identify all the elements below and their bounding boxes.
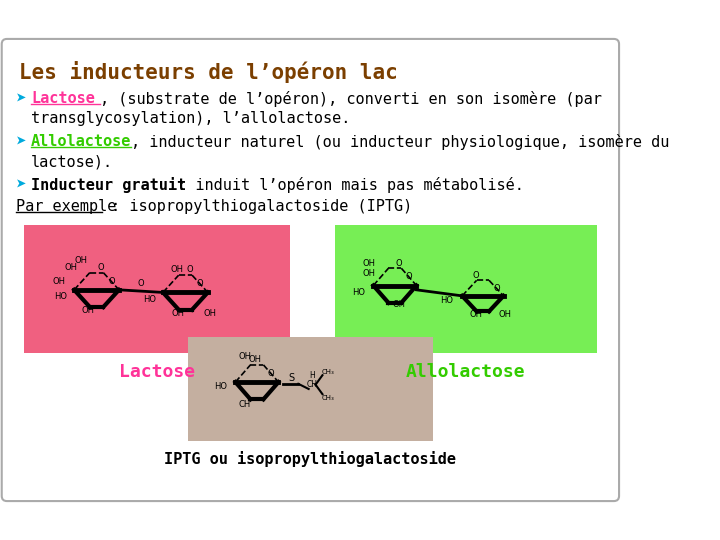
Text: HO: HO — [54, 292, 67, 301]
Text: ➤: ➤ — [16, 134, 27, 152]
Text: , inducteur naturel (ou inducteur physiologique, isomère du: , inducteur naturel (ou inducteur physio… — [131, 134, 670, 150]
Text: HO: HO — [215, 382, 228, 391]
Polygon shape — [74, 273, 119, 307]
Text: O: O — [197, 279, 204, 288]
Text: Allolactose: Allolactose — [31, 134, 132, 149]
Text: OH: OH — [363, 259, 376, 268]
Text: Allolactose: Allolactose — [406, 363, 526, 381]
Text: CH: CH — [239, 400, 251, 409]
Text: O: O — [186, 266, 193, 274]
Text: , (substrate de l’opéron), converti en son isomère (par: , (substrate de l’opéron), converti en s… — [100, 91, 602, 107]
FancyBboxPatch shape — [1, 39, 619, 501]
Text: HO: HO — [352, 288, 365, 297]
Text: OH: OH — [203, 309, 216, 318]
Text: O: O — [138, 279, 144, 288]
Text: OH: OH — [52, 276, 65, 286]
FancyBboxPatch shape — [335, 225, 597, 353]
Text: Lactose: Lactose — [31, 91, 95, 106]
Text: OH: OH — [238, 352, 251, 361]
Text: OH: OH — [248, 355, 261, 364]
Text: HO: HO — [440, 296, 453, 305]
Text: O: O — [406, 272, 413, 281]
Text: ➤: ➤ — [16, 91, 27, 109]
Text: CH₃: CH₃ — [321, 369, 334, 375]
Text: OH: OH — [392, 300, 405, 309]
Polygon shape — [163, 275, 208, 309]
Text: CH₃: CH₃ — [321, 395, 334, 401]
Text: O: O — [396, 259, 402, 268]
Text: ➤: ➤ — [16, 177, 27, 195]
Text: OH: OH — [64, 263, 77, 272]
Polygon shape — [235, 365, 279, 400]
Text: H: H — [310, 370, 315, 380]
Text: O: O — [493, 284, 500, 293]
Text: : isopropylthiogalactoside (IPTG): : isopropylthiogalactoside (IPTG) — [102, 199, 412, 214]
Text: O: O — [268, 369, 274, 378]
Text: S: S — [289, 373, 294, 383]
FancyBboxPatch shape — [24, 225, 289, 353]
Polygon shape — [462, 280, 503, 312]
Text: O: O — [98, 263, 104, 272]
Text: lactose).: lactose). — [31, 154, 113, 170]
Polygon shape — [374, 268, 416, 303]
Text: transglycosylation), l’allolactose.: transglycosylation), l’allolactose. — [31, 111, 351, 126]
Text: O: O — [108, 276, 114, 286]
Text: OH: OH — [469, 310, 482, 319]
Text: HO: HO — [143, 295, 156, 304]
Text: Par exemple: Par exemple — [16, 199, 116, 214]
Text: OH: OH — [81, 306, 94, 315]
Text: : induit l’opéron mais pas métabolisé.: : induit l’opéron mais pas métabolisé. — [168, 177, 524, 193]
Text: OH: OH — [75, 256, 88, 265]
Text: OH: OH — [499, 310, 512, 319]
Text: OH: OH — [170, 266, 184, 274]
Text: Inducteur gratuit: Inducteur gratuit — [31, 177, 186, 193]
Text: CH: CH — [307, 380, 318, 389]
Text: OH: OH — [363, 269, 376, 278]
Text: OH: OH — [172, 309, 185, 318]
Text: Les inducteurs de l’opéron lac: Les inducteurs de l’opéron lac — [19, 62, 397, 83]
Text: IPTG ou isopropylthiogalactoside: IPTG ou isopropylthiogalactoside — [164, 451, 456, 467]
FancyBboxPatch shape — [188, 338, 433, 441]
Text: Lactose: Lactose — [119, 363, 195, 381]
Text: O: O — [472, 271, 480, 280]
